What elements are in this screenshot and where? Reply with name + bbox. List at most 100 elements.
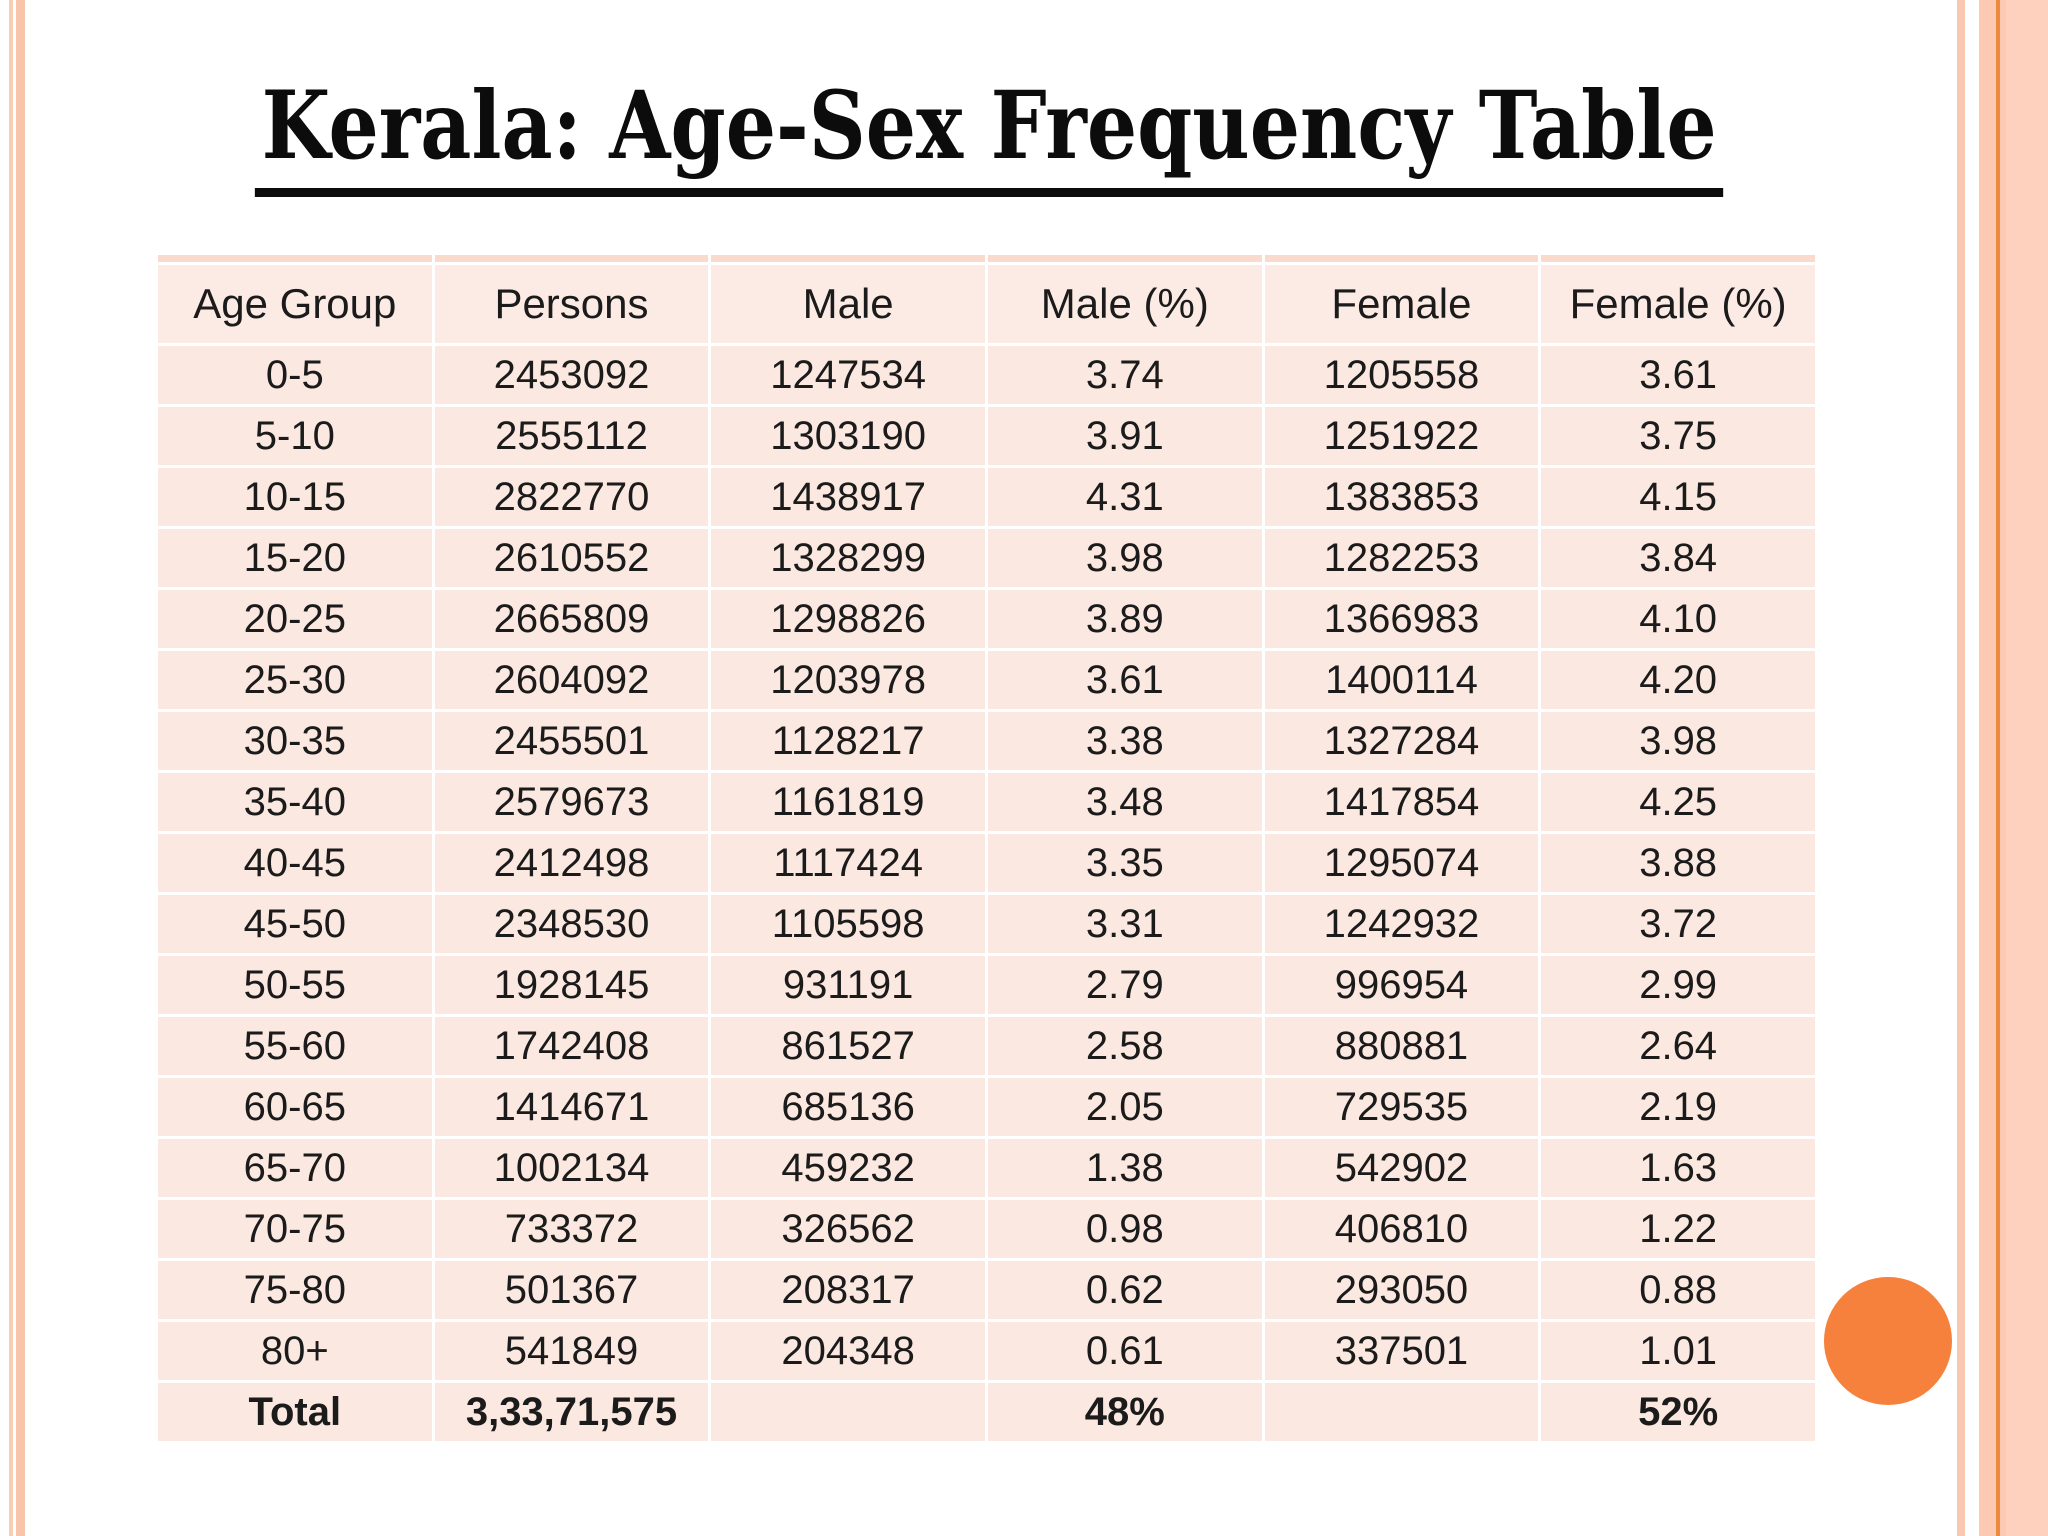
table-cell: 1242932 [1264,895,1539,953]
table-cell: 2.64 [1541,1017,1815,1075]
table-body: 0-5 2453092 1247534 3.74 1205558 3.61 5-10 2555… [158,346,1815,1441]
total-cell: 3,33,71,575 [434,1383,709,1441]
table-row: 45-50 2348530 1105598 3.31 1242932 3.72 [158,895,1815,953]
table-row: 65-70 1002134 459232 1.38 542902 1.63 [158,1139,1815,1197]
table-cell: 459232 [711,1139,985,1197]
frequency-table: Age Group Persons Male Male (%) Female Female… [155,252,1818,1444]
table-row: 5-10 2555112 1303190 3.91 1251922 3.75 [158,407,1815,465]
table-cell: 1117424 [711,834,985,892]
decorative-circle [1824,1277,1952,1405]
table-cell: 80+ [158,1322,432,1380]
table-cell: 337501 [1264,1322,1539,1380]
table-cell: 30-35 [158,712,432,770]
table-row: 50-55 1928145 931191 2.79 996954 2.99 [158,956,1815,1014]
table-top-accent-cell [1264,255,1539,262]
table-row: 25-30 2604092 1203978 3.61 1400114 4.20 [158,651,1815,709]
table-cell: 1205558 [1264,346,1539,404]
table-cell: 1417854 [1264,773,1539,831]
right-border-band-light [2006,0,2048,1536]
table-row: 0-5 2453092 1247534 3.74 1205558 3.61 [158,346,1815,404]
table-cell: 1105598 [711,895,985,953]
table-cell: 75-80 [158,1261,432,1319]
table-cell: 20-25 [158,590,432,648]
left-border-stripe-thin [9,0,13,1536]
table-cell: 2579673 [434,773,709,831]
right-border-stripe-thin [1957,0,1965,1536]
table-cell: 2.99 [1541,956,1815,1014]
table-cell: 15-20 [158,529,432,587]
total-cell: 52% [1541,1383,1815,1441]
total-cell [711,1383,985,1441]
left-border-stripe-wide [16,0,25,1536]
table-cell: 1328299 [711,529,985,587]
table-cell: 1298826 [711,590,985,648]
table-header: Age Group Persons Male Male (%) Female Female… [158,255,1815,343]
table-cell: 2555112 [434,407,709,465]
table-cell: 55-60 [158,1017,432,1075]
table-cell: 2348530 [434,895,709,953]
column-header: Male (%) [987,265,1262,343]
table-cell: 4.25 [1541,773,1815,831]
table-row: 80+ 541849 204348 0.61 337501 1.01 [158,1322,1815,1380]
table-cell: 3.98 [1541,712,1815,770]
table-cell: 25-30 [158,651,432,709]
table-cell: 2412498 [434,834,709,892]
table-cell: 3.38 [987,712,1262,770]
table-row: 30-35 2455501 1128217 3.38 1327284 3.98 [158,712,1815,770]
table-cell: 1438917 [711,468,985,526]
table-cell: 1.22 [1541,1200,1815,1258]
table-cell: 50-55 [158,956,432,1014]
table-cell: 2665809 [434,590,709,648]
table-cell: 1414671 [434,1078,709,1136]
total-cell [1264,1383,1539,1441]
table-cell: 729535 [1264,1078,1539,1136]
column-header: Female (%) [1541,265,1815,343]
table-cell: 1327284 [1264,712,1539,770]
table-cell: 3.89 [987,590,1262,648]
table-cell: 880881 [1264,1017,1539,1075]
table-cell: 1203978 [711,651,985,709]
table-cell: 1383853 [1264,468,1539,526]
table-top-accent-cell [711,255,985,262]
table-cell: 0.62 [987,1261,1262,1319]
table-cell: 1128217 [711,712,985,770]
total-cell: Total [158,1383,432,1441]
table-cell: 3.72 [1541,895,1815,953]
table-cell: 3.88 [1541,834,1815,892]
table-row: 55-60 1742408 861527 2.58 880881 2.64 [158,1017,1815,1075]
table-row: 20-25 2665809 1298826 3.89 1366983 4.10 [158,590,1815,648]
table-cell: 3.91 [987,407,1262,465]
slide-title: Kerala: Age-Sex Frequency Table [30,72,1948,198]
table-cell: 3.61 [1541,346,1815,404]
table-cell: 35-40 [158,773,432,831]
table-cell: 733372 [434,1200,709,1258]
table-cell: 2610552 [434,529,709,587]
table-cell: 2.05 [987,1078,1262,1136]
table-row: 75-80 501367 208317 0.62 293050 0.88 [158,1261,1815,1319]
table-row: 35-40 2579673 1161819 3.48 1417854 4.25 [158,773,1815,831]
column-header: Male [711,265,985,343]
table-cell: 3.84 [1541,529,1815,587]
table-cell: 2453092 [434,346,709,404]
slide-title-text: Kerala: Age-Sex Frequency Table [254,72,1724,198]
table-cell: 0.61 [987,1322,1262,1380]
column-header: Persons [434,265,709,343]
column-header: Age Group [158,265,432,343]
table-cell: 1282253 [1264,529,1539,587]
table-cell: 3.35 [987,834,1262,892]
table-cell: 1400114 [1264,651,1539,709]
table-row: 15-20 2610552 1328299 3.98 1282253 3.84 [158,529,1815,587]
table-cell: 406810 [1264,1200,1539,1258]
table-cell: 1928145 [434,956,709,1014]
table-top-accent-row [158,255,1815,262]
table-cell: 541849 [434,1322,709,1380]
table-cell: 4.20 [1541,651,1815,709]
table-row: 70-75 733372 326562 0.98 406810 1.22 [158,1200,1815,1258]
table-cell: 4.15 [1541,468,1815,526]
table-cell: 40-45 [158,834,432,892]
table-cell: 45-50 [158,895,432,953]
table-top-accent-cell [158,255,432,262]
table-cell: 1742408 [434,1017,709,1075]
table-row: 10-15 2822770 1438917 4.31 1383853 4.15 [158,468,1815,526]
table-top-accent-cell [434,255,709,262]
